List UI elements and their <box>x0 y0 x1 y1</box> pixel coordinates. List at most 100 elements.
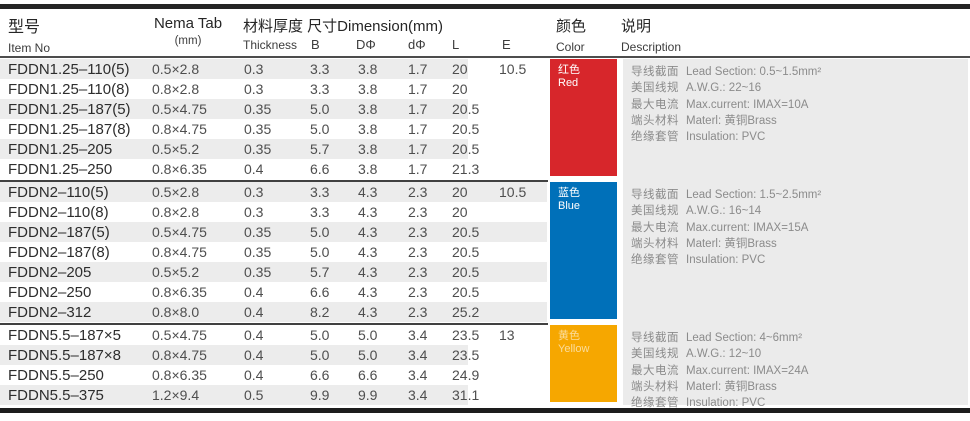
cell-nema: 0.8×4.75 <box>152 347 207 363</box>
description-value-en: A.W.G.: 12~10 <box>686 348 762 361</box>
cell-thick: 0.3 <box>244 184 264 200</box>
cell-item: FDDN5.5–250 <box>8 366 104 384</box>
col-header-description-zh: 说明 <box>621 18 652 35</box>
color-name-en: Red <box>558 77 579 89</box>
cell-l: 23.5 <box>452 347 480 363</box>
description-line: 绝缘套管 Insulation: PVC <box>631 252 821 268</box>
cell-thick: 0.35 <box>244 141 272 157</box>
table-row: FDDN1.25–187(8) 0.8×4.75 0.35 5.0 3.8 1.7 20.5 <box>0 119 970 139</box>
cell-item: FDDN1.25–187(5) <box>8 100 131 118</box>
cell-thick: 0.3 <box>244 204 264 220</box>
cell-l: 20 <box>452 81 468 97</box>
col-header-item: 型号 Item No <box>8 13 50 55</box>
description-line: 绝缘套管 Insulation: PVC <box>631 395 808 411</box>
cell-thick: 0.35 <box>244 121 272 137</box>
cell-dsmall: 1.7 <box>408 141 428 157</box>
description-line: 美国线规 A.W.G.: 16~14 <box>631 203 821 219</box>
cell-nema: 0.8×2.8 <box>152 81 200 97</box>
color-swatch-red: 红色 Red <box>550 59 617 176</box>
description-label-zh: 端头材料 <box>631 114 679 127</box>
col-header-e: E <box>502 37 511 52</box>
cell-dbig: 4.3 <box>358 224 378 240</box>
description-value-en: Max.current: IMAX=15A <box>686 221 809 234</box>
table-body: FDDN1.25–110(5) 0.5×2.8 0.3 3.3 3.8 1.7 20 FDDN… <box>0 59 970 409</box>
col-header-color: 颜色 Color <box>556 15 586 54</box>
cell-l: 20.5 <box>452 244 480 260</box>
cell-dsmall: 2.3 <box>408 204 428 220</box>
col-header-description: 说明 Description <box>621 15 681 54</box>
description-line: 端头材料 Materl: 黄铜Brass <box>631 236 821 252</box>
header-divider-rule <box>0 56 970 58</box>
cell-l: 20 <box>452 61 468 77</box>
description-line: 美国线规 A.W.G.: 22~16 <box>631 80 821 96</box>
cell-b: 3.3 <box>310 61 330 77</box>
cell-l: 20 <box>452 204 468 220</box>
table-row: FDDN2–250 0.8×6.35 0.4 6.6 4.3 2.3 20.5 <box>0 282 970 302</box>
cell-dsmall: 3.4 <box>408 387 428 403</box>
cell-dbig: 4.3 <box>358 264 378 280</box>
cell-b: 5.7 <box>310 141 330 157</box>
cell-thick: 0.3 <box>244 61 264 77</box>
description-label-zh: 导线截面 <box>631 189 679 201</box>
table-row: FDDN5.5–375 1.2×9.4 0.5 9.9 9.9 3.4 31.1 <box>0 385 970 405</box>
cell-nema: 1.2×9.4 <box>152 387 200 403</box>
description-panel <box>623 59 968 179</box>
cell-l: 20.5 <box>452 121 480 137</box>
cell-dbig: 3.8 <box>358 161 378 177</box>
description-panel <box>623 179 968 322</box>
cell-nema: 0.5×2.8 <box>152 184 200 200</box>
description-value-en: Max.current: IMAX=24A <box>686 364 809 377</box>
cell-l: 20.5 <box>452 264 480 280</box>
color-swatch-blue: 蓝色 Blue <box>550 182 617 319</box>
col-header-b: B <box>311 37 320 52</box>
cell-thick: 0.4 <box>244 284 264 300</box>
description-value-en: Max.current: IMAX=10A <box>686 98 809 111</box>
description-line: 最大电流 Max.current: IMAX=15A <box>631 220 821 236</box>
col-header-nema-tab: Nema Tab (mm) <box>146 15 230 47</box>
color-name-zh: 蓝色 <box>558 187 580 199</box>
description-line: 美国线规 A.W.G.: 12~10 <box>631 346 808 362</box>
cell-item: FDDN2–205 <box>8 263 92 281</box>
description-label-zh: 最大电流 <box>631 98 679 111</box>
table-row: FDDN2–312 0.8×8.0 0.4 8.2 4.3 2.3 25.2 <box>0 302 970 322</box>
description-panel <box>623 322 968 405</box>
cell-dbig: 3.8 <box>358 101 378 117</box>
description-line: 端头材料 Materl: 黄铜Brass <box>631 113 821 129</box>
cell-b: 6.6 <box>310 284 330 300</box>
table-row: FDDN1.25–110(5) 0.5×2.8 0.3 3.3 3.8 1.7 20 <box>0 59 970 79</box>
bottom-border-rule <box>0 408 970 413</box>
cell-item: FDDN2–110(5) <box>8 183 109 201</box>
group-blue: FDDN2–110(5) 0.5×2.8 0.3 3.3 4.3 2.3 20 FDDN2–1… <box>0 179 970 322</box>
table-row: FDDN2–110(5) 0.5×2.8 0.3 3.3 4.3 2.3 20 <box>0 182 970 202</box>
color-name-en: Yellow <box>558 343 590 355</box>
description-label-zh: 最大电流 <box>631 221 679 234</box>
table-row: FDDN1.25–110(8) 0.8×2.8 0.3 3.3 3.8 1.7 20 <box>0 79 970 99</box>
cell-thick: 0.4 <box>244 304 264 320</box>
cell-dbig: 3.8 <box>358 121 378 137</box>
cell-l: 20.5 <box>452 101 480 117</box>
cell-thick: 0.35 <box>244 101 272 117</box>
col-header-d-phi: DΦ <box>356 37 376 52</box>
cell-b: 5.0 <box>310 347 330 363</box>
cell-item: FDDN2–250 <box>8 283 92 301</box>
description-value-en: A.W.G.: 22~16 <box>686 82 762 95</box>
col-header-color-en: Color <box>556 40 585 54</box>
cell-nema: 0.8×6.35 <box>152 284 207 300</box>
cell-nema: 0.5×2.8 <box>152 61 200 77</box>
cell-thick: 0.3 <box>244 81 264 97</box>
cell-b: 5.0 <box>310 327 330 343</box>
col-header-item-zh: 型号 <box>8 19 41 36</box>
table-row: FDDN2–205 0.5×5.2 0.35 5.7 4.3 2.3 20.5 <box>0 262 970 282</box>
description-line: 端头材料 Materl: 黄铜Brass <box>631 379 808 395</box>
description-line: 导线截面 Lead Section: 1.5~2.5mm² <box>631 187 821 203</box>
cell-thick: 0.35 <box>244 244 272 260</box>
cell-thick: 0.4 <box>244 347 264 363</box>
e-value: 13 <box>499 327 515 343</box>
col-header-dimension-title: 材料厚度 尺寸Dimension(mm) <box>243 18 444 35</box>
cell-dsmall: 3.4 <box>408 327 428 343</box>
cell-item: FDDN1.25–250 <box>8 160 113 178</box>
cell-dbig: 4.3 <box>358 204 378 220</box>
cell-l: 23.5 <box>452 327 480 343</box>
cell-nema: 0.5×5.2 <box>152 264 200 280</box>
cell-item: FDDN5.5–375 <box>8 386 104 404</box>
